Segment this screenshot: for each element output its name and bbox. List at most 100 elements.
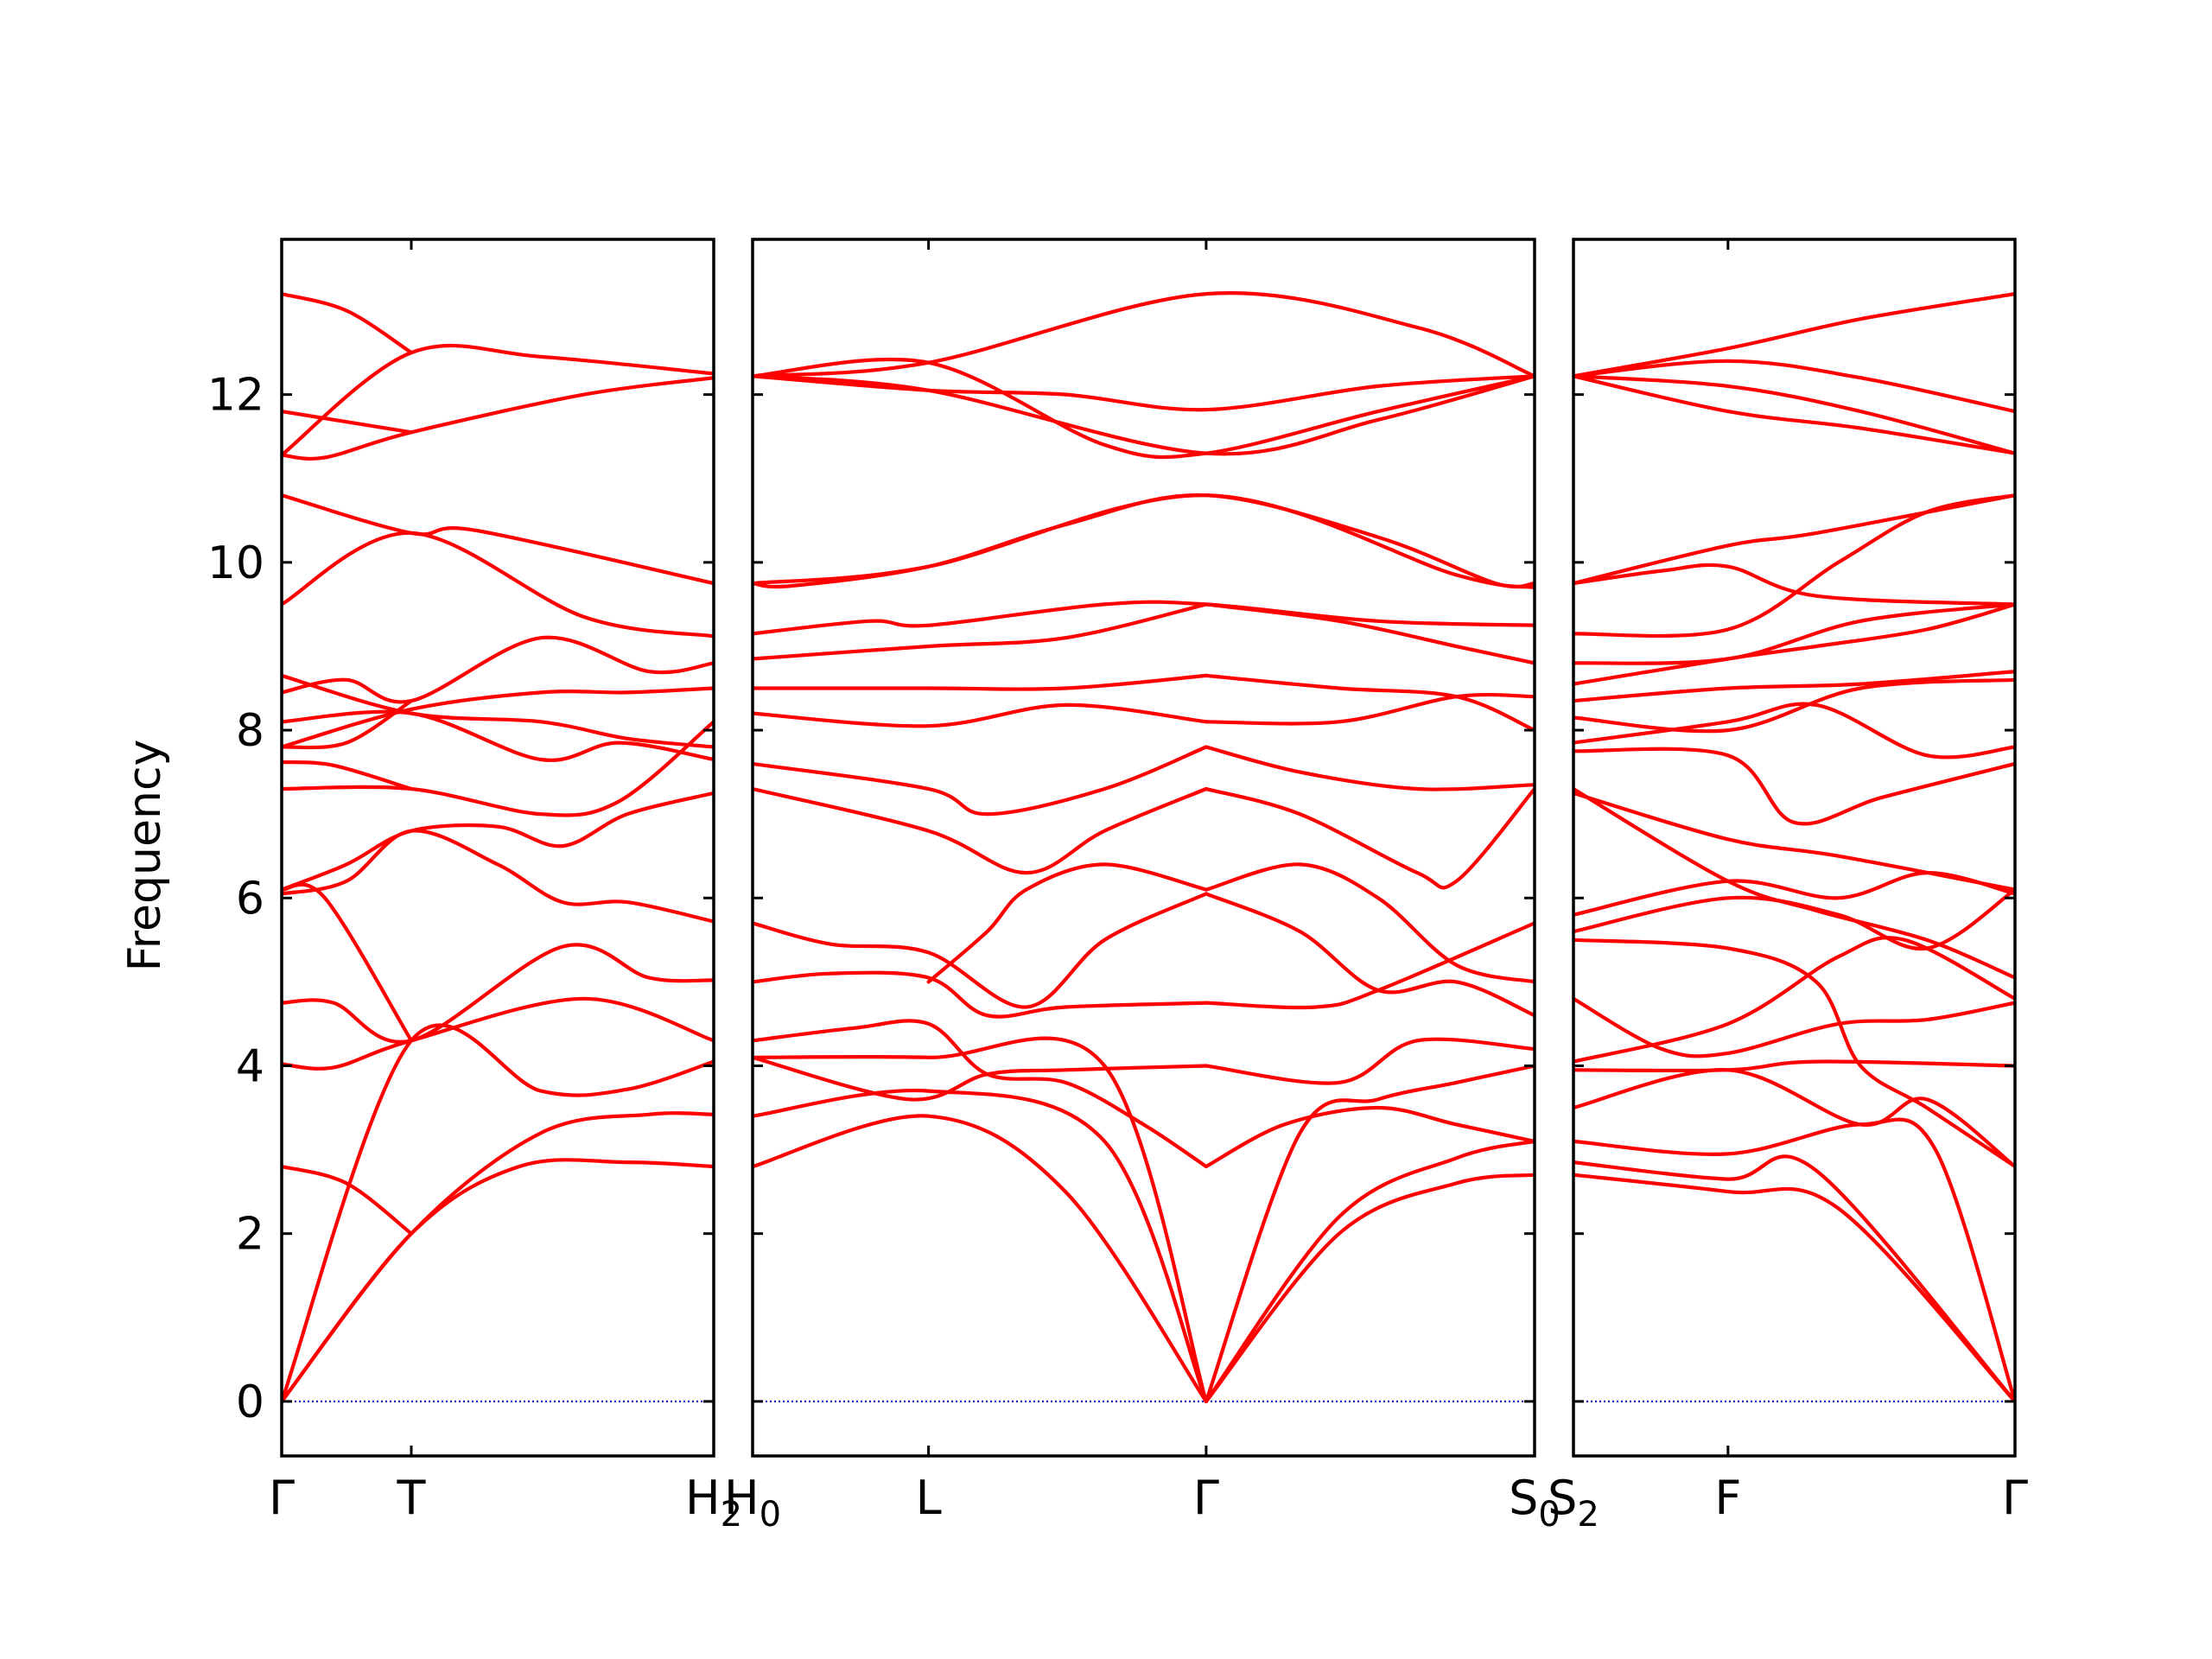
panel-frame — [1572, 238, 2017, 1458]
panel-frame — [280, 238, 715, 1458]
band-line-7 — [1204, 1105, 1535, 1169]
y-tick-label-4: 8 — [236, 705, 264, 757]
band-line-8 — [753, 1055, 1208, 1102]
band-line-10 — [282, 760, 414, 791]
band-line-17 — [1204, 786, 1535, 890]
x-tick-label-1: T — [397, 1471, 427, 1525]
band-line-1 — [282, 1111, 714, 1403]
band-line-6 — [282, 882, 414, 1043]
x-tick-label-0: S2 — [1548, 1471, 1599, 1535]
x-tick-subscript: 0 — [760, 1495, 781, 1535]
panel-2: S2 F Γ — [1548, 238, 2028, 1535]
x-tick-label-1: L — [916, 1471, 942, 1525]
band-line-30 — [753, 374, 1535, 412]
band-line-8 — [282, 791, 714, 892]
band-line-15 — [1573, 670, 2015, 703]
band-line-11 — [1204, 921, 1535, 1010]
band-line-0 — [753, 1114, 1208, 1403]
bands-group — [753, 291, 1535, 1403]
band-line-18 — [753, 745, 1208, 817]
band-line-17 — [1573, 602, 2015, 665]
band-line-22 — [753, 673, 1208, 691]
band-line-5 — [1204, 1064, 1535, 1403]
band-line-1 — [1573, 1154, 2015, 1403]
y-axis-label: Frequency — [119, 740, 171, 972]
band-line-10 — [753, 970, 1208, 1019]
x-tick-label-1: F — [1714, 1471, 1741, 1525]
band-line-2 — [282, 1164, 414, 1236]
band-line-13 — [1204, 892, 1535, 1018]
bands-group — [1573, 292, 2015, 1403]
band-line-18 — [1573, 493, 2015, 639]
band-line-21 — [282, 292, 414, 355]
y-tick-label-1: 2 — [236, 1209, 264, 1261]
band-line-20 — [1573, 563, 2015, 607]
band-line-11 — [1573, 786, 2015, 980]
band-line-0 — [1573, 1173, 2015, 1403]
band-line-3 — [1573, 1068, 2015, 1169]
band-line-31 — [753, 357, 1535, 460]
band-line-32 — [753, 291, 1535, 378]
band-line-17 — [282, 493, 714, 586]
band-line-20 — [753, 702, 1208, 728]
band-line-21 — [1573, 374, 2015, 455]
band-line-9 — [282, 720, 714, 817]
band-line-4 — [1204, 1139, 1535, 1403]
band-line-22 — [1573, 374, 2015, 455]
band-line-9 — [1204, 1037, 1535, 1085]
band-line-28 — [753, 493, 1535, 590]
band-line-23 — [1204, 673, 1535, 733]
band-line-19 — [1204, 745, 1535, 791]
y-tick-label-5: 10 — [207, 537, 264, 589]
x-tick-subscript: 2 — [1577, 1495, 1599, 1535]
y-tick-label-2: 4 — [236, 1040, 264, 1092]
panel-1: H0 L Γ S0 — [724, 238, 1560, 1535]
band-line-27 — [753, 493, 1535, 589]
band-line-14 — [1573, 677, 2015, 734]
band-line-10 — [1573, 791, 2015, 892]
band-line-16 — [1573, 602, 2015, 686]
band-line-9 — [1573, 870, 2015, 917]
band-line-2 — [1573, 1117, 2015, 1403]
band-line-16 — [282, 531, 714, 639]
band-line-25 — [1204, 602, 1535, 665]
panel-frame — [751, 238, 1536, 1458]
band-line-7 — [282, 829, 714, 924]
band-line-18 — [282, 376, 714, 461]
band-line-5 — [282, 943, 714, 1044]
bands-group — [282, 292, 714, 1403]
band-line-5 — [1573, 936, 2015, 1064]
band-line-4 — [1573, 1059, 2015, 1073]
band-line-3 — [1204, 1173, 1535, 1403]
band-line-11 — [282, 686, 714, 749]
x-tick-subscript: 0 — [1538, 1495, 1560, 1535]
band-line-21 — [1204, 692, 1535, 726]
band-line-6 — [1573, 996, 2015, 1058]
x-tick-subscript: 2 — [721, 1495, 742, 1535]
band-line-12 — [282, 709, 714, 762]
band-line-23 — [1573, 359, 2015, 414]
band-line-19 — [1573, 493, 2015, 586]
band-line-1 — [753, 1088, 1208, 1403]
band-line-12 — [1573, 747, 2015, 826]
band-line-12 — [753, 892, 1208, 1009]
y-tick-label-0: 0 — [236, 1376, 264, 1428]
band-line-20 — [282, 343, 714, 457]
band-line-2 — [753, 1036, 1208, 1403]
band-line-15 — [282, 699, 414, 750]
band-line-14 — [926, 862, 1208, 984]
panel-0: Γ T H2 — [269, 238, 742, 1535]
band-line-15 — [1204, 862, 1535, 984]
band-line-16 — [753, 786, 1208, 875]
x-tick-label-0: Γ — [269, 1471, 295, 1525]
band-line-14 — [282, 673, 714, 749]
band-line-26 — [753, 600, 1535, 636]
band-line-13 — [282, 635, 714, 704]
band-line-4 — [282, 996, 714, 1071]
y-tick-label-3: 6 — [236, 873, 264, 925]
band-line-19 — [282, 410, 414, 435]
x-tick-label-2: Γ — [2002, 1471, 2028, 1525]
y-tick-label-6: 12 — [207, 370, 264, 422]
